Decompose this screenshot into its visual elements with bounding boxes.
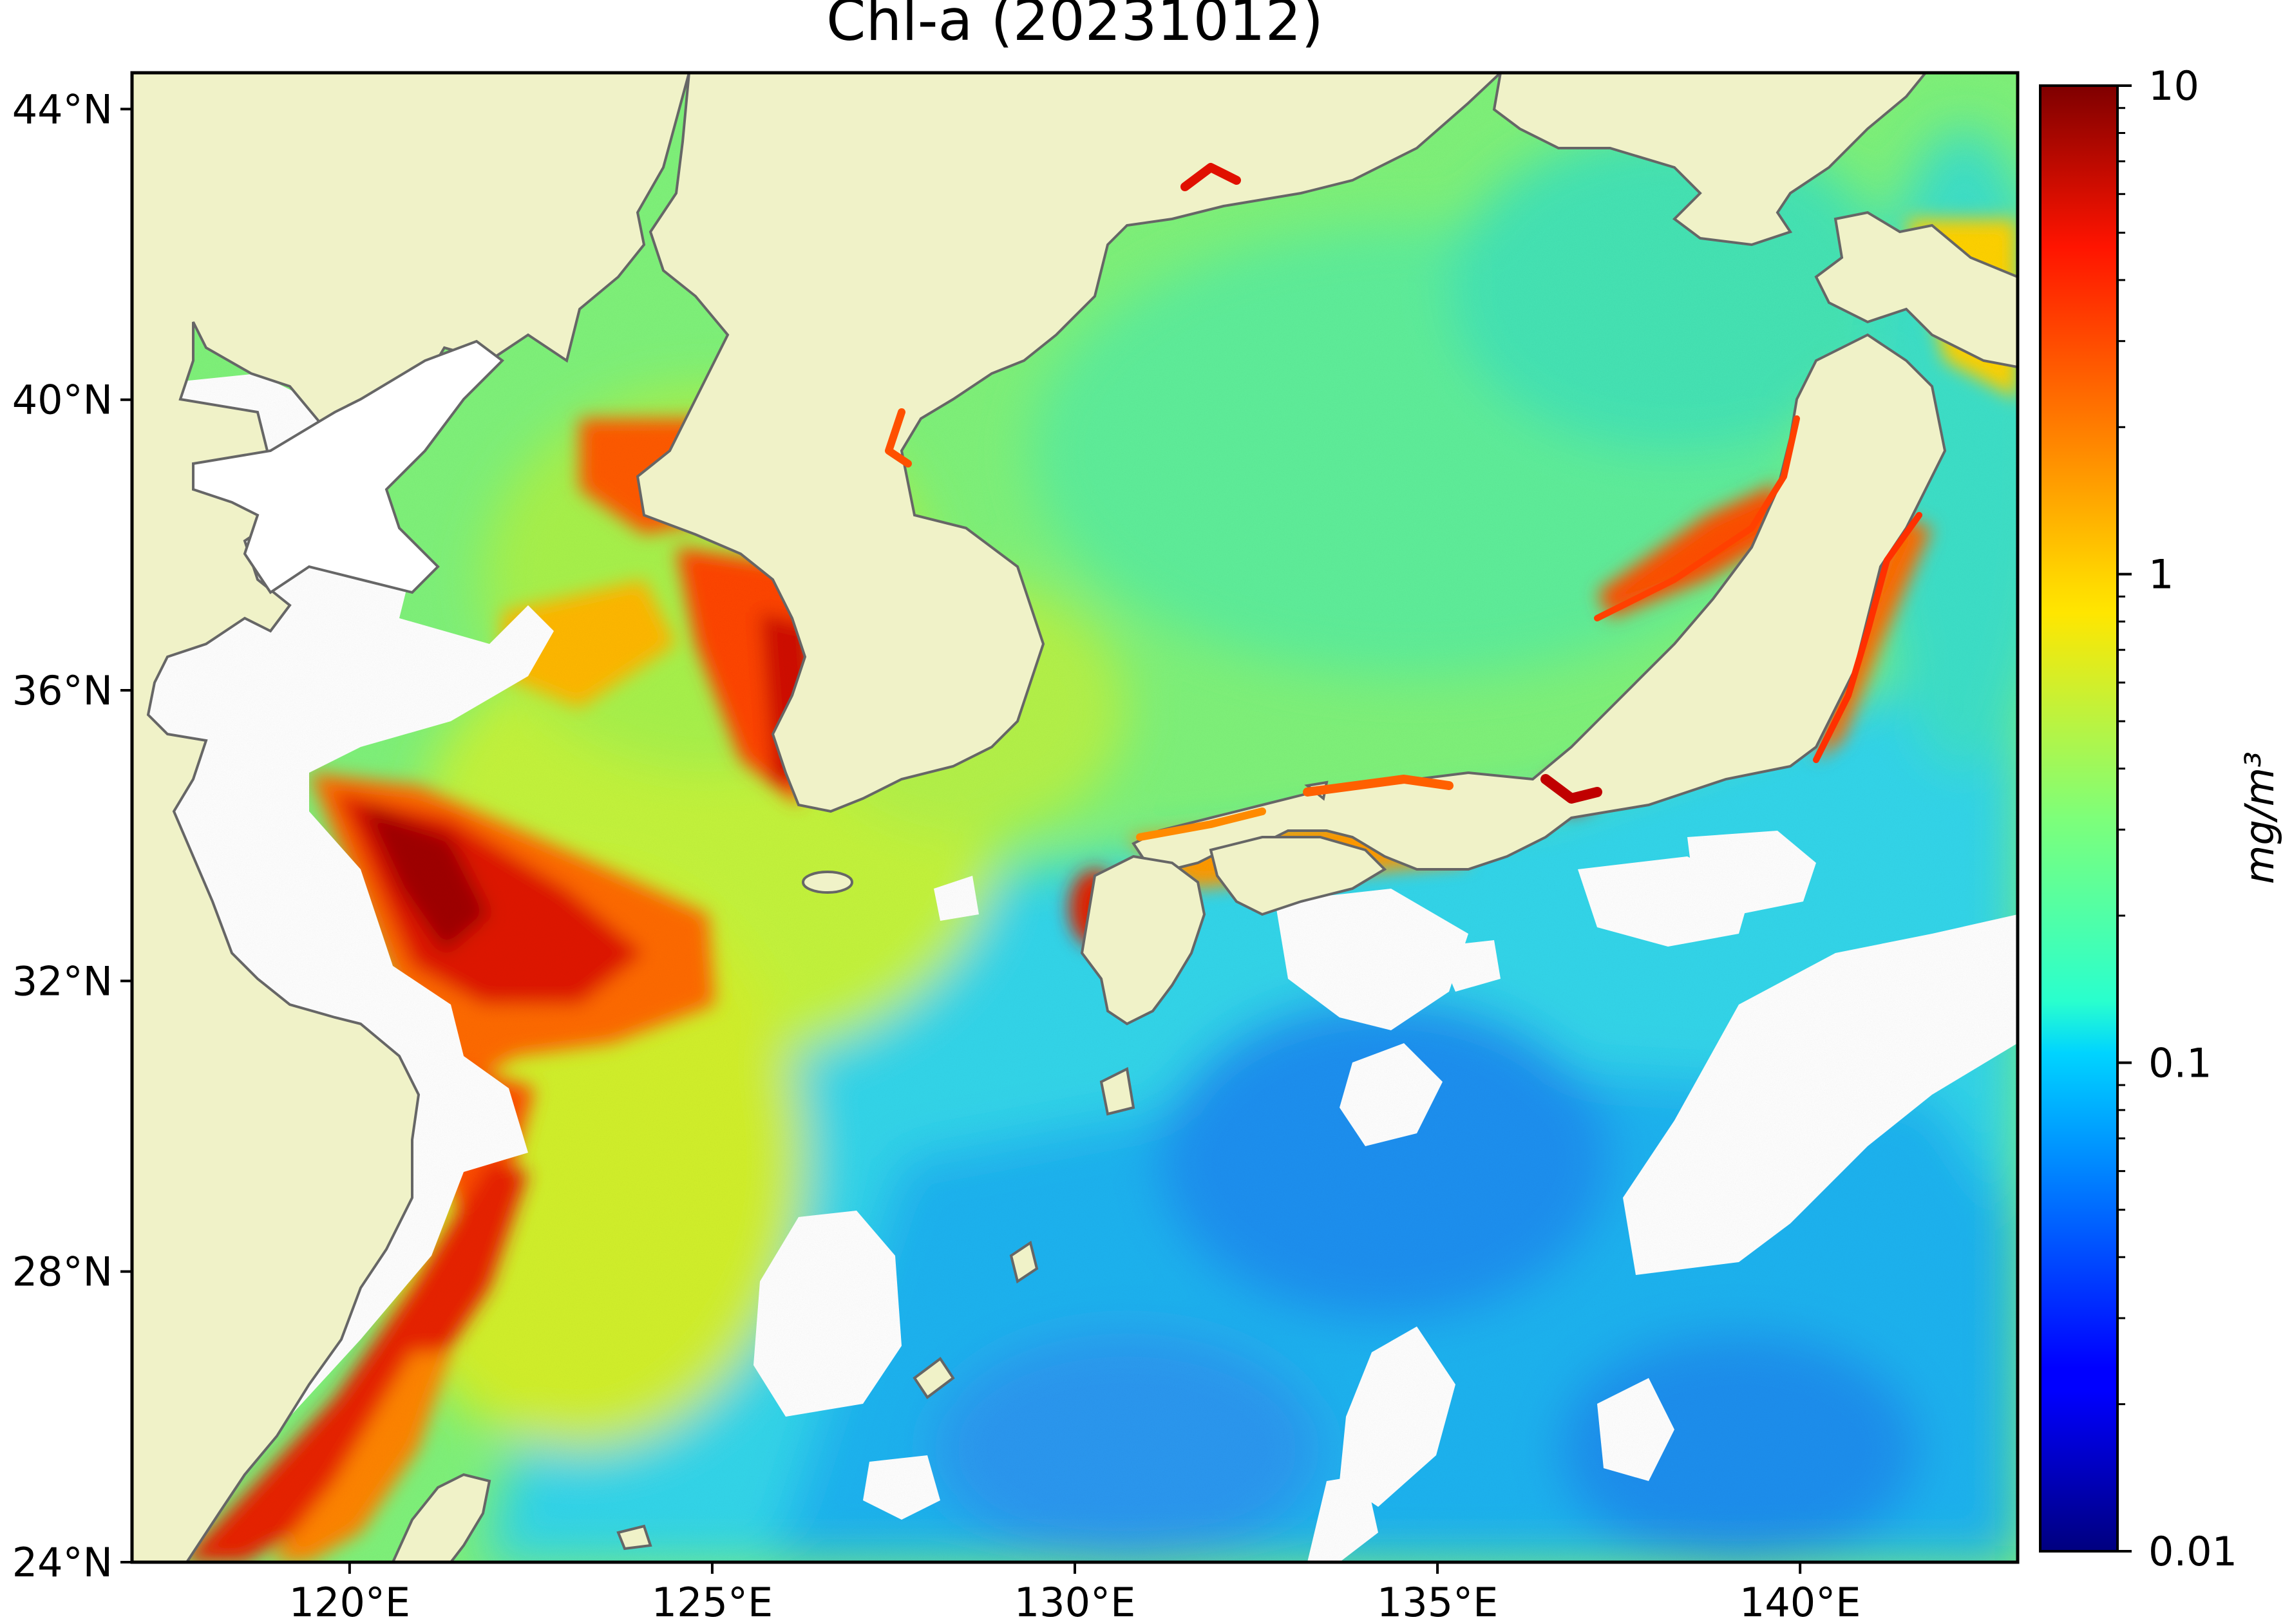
land-kyushu [1080, 854, 1206, 1026]
land-russia-east [1492, 73, 1928, 247]
land-taiwan [391, 1473, 491, 1562]
longitude-axis: 120°E 125°E 130°E 135°E 140°E [289, 1562, 1861, 1624]
lat-tick-label: 36°N [12, 667, 113, 714]
lat-tick-label: 40°N [12, 377, 113, 424]
colorbar-ticks: 10 1 0.1 0.01 [2117, 62, 2237, 1575]
land-korea-manchuria [636, 73, 1502, 813]
land-shikoku [1209, 836, 1387, 916]
lat-tick-label: 28°N [12, 1249, 113, 1296]
chlorophyll-field [132, 73, 2018, 1562]
colorbar-tick-label: 1 [2148, 551, 2174, 598]
lon-tick-label: 135°E [1377, 1579, 1499, 1624]
lon-tick-label: 130°E [1014, 1579, 1136, 1624]
colorbar-gradient [2039, 84, 2119, 1553]
colorbar-tick-label: 10 [2148, 62, 2199, 109]
land-hokkaido [1814, 211, 2018, 369]
latitude-axis: 44°N 40°N 36°N 32°N 28°N 24°N [12, 86, 132, 1586]
colorbar-label: mg/m³ [2236, 751, 2283, 884]
land-small-islands [616, 780, 1329, 1551]
lat-tick-label: 32°N [12, 958, 113, 1005]
lon-tick-label: 120°E [289, 1579, 411, 1624]
map-panel [132, 73, 2018, 1562]
lon-tick-label: 125°E [652, 1579, 773, 1624]
colorbar-tick-label: 0.1 [2148, 1039, 2212, 1086]
bohai-no-data [192, 339, 505, 594]
lon-tick-label: 140°E [1739, 1579, 1861, 1624]
lat-tick-label: 24°N [12, 1539, 113, 1586]
colorbar: 10 1 0.1 0.01 mg/m³ [2039, 62, 2283, 1575]
coastal-high-chl [885, 163, 1922, 841]
lat-tick-label: 44°N [12, 86, 113, 133]
land-jeju [802, 871, 853, 894]
colorbar-tick-label: 0.01 [2148, 1528, 2237, 1575]
map-title: Chl-a (20231012) [826, 0, 1323, 53]
